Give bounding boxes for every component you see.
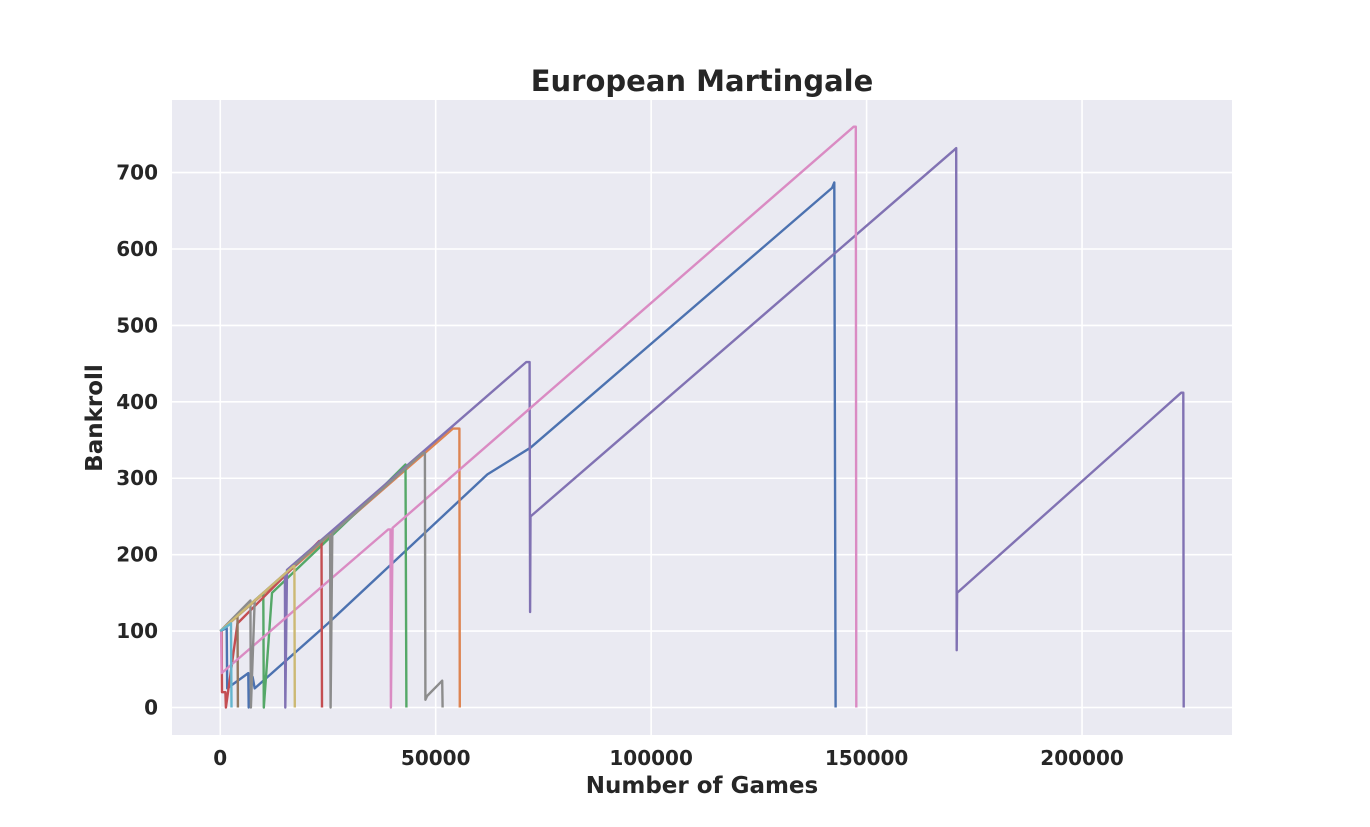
y-tick-label: 200	[116, 543, 158, 567]
y-tick-label: 700	[116, 161, 158, 185]
series-line-1	[219, 181, 837, 709]
chart-title: European Martingale	[531, 64, 874, 98]
x-tick-label: 200000	[1040, 746, 1124, 770]
x-tick-labels: 0 50000 100000 150000 200000	[213, 746, 1123, 770]
x-tick-label: 150000	[825, 746, 909, 770]
x-tick-label: 50000	[401, 746, 471, 770]
series-line-8	[219, 451, 444, 709]
series-line-10	[219, 622, 233, 708]
plot-background	[172, 100, 1232, 735]
y-tick-label: 0	[144, 695, 158, 719]
y-tick-label: 300	[116, 466, 158, 490]
y-tick-label: 500	[116, 313, 158, 337]
y-tick-label: 100	[116, 619, 158, 643]
x-tick-label: 100000	[609, 746, 693, 770]
y-axis-title: Bankroll	[82, 364, 108, 472]
x-tick-label: 0	[213, 746, 227, 770]
y-tick-label: 400	[116, 390, 158, 414]
series-group	[219, 125, 1185, 709]
grid	[172, 100, 1232, 735]
y-tick-label: 600	[116, 237, 158, 261]
series-line-5	[219, 146, 1185, 709]
x-axis-title: Number of Games	[586, 773, 818, 799]
series-line-9	[219, 564, 296, 708]
series-line-7	[219, 125, 858, 709]
y-tick-labels: 0 100 200 300 400 500 600 700	[116, 161, 158, 720]
